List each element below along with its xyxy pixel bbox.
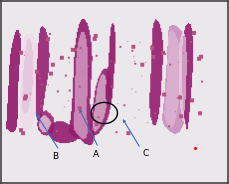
Text: A: A (93, 150, 99, 159)
Text: B: B (52, 152, 58, 161)
Text: C: C (142, 149, 148, 158)
